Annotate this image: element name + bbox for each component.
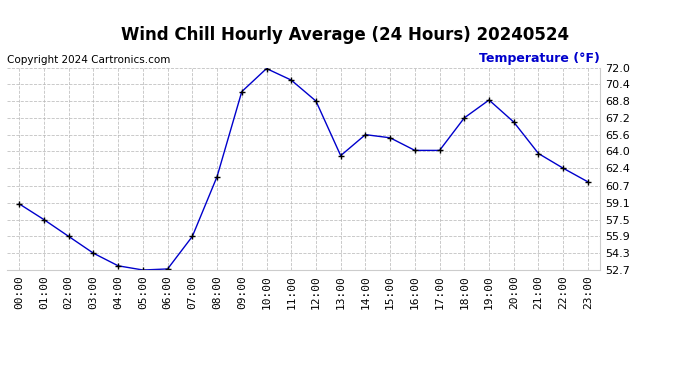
Text: Temperature (°F): Temperature (°F) (480, 53, 600, 66)
Text: Copyright 2024 Cartronics.com: Copyright 2024 Cartronics.com (7, 56, 170, 66)
Text: Wind Chill Hourly Average (24 Hours) 20240524: Wind Chill Hourly Average (24 Hours) 202… (121, 26, 569, 44)
